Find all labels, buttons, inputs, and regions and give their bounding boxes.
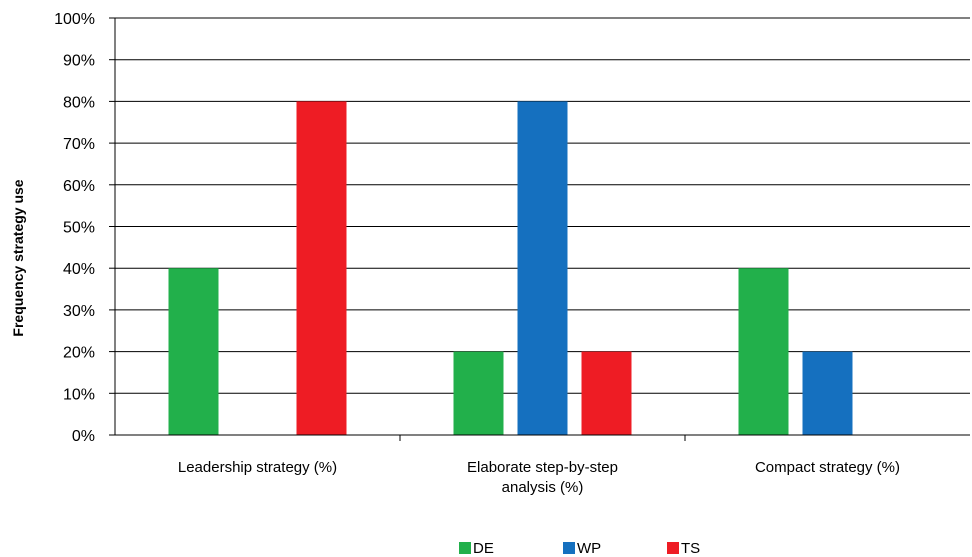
x-category-label: Leadership strategy (%) — [178, 459, 337, 476]
y-tick-label: 90% — [63, 53, 95, 70]
y-tick-label: 10% — [63, 386, 95, 403]
y-tick-label: 60% — [63, 178, 95, 195]
x-axis-labels: Leadership strategy (%) Elaborate step-by… — [178, 459, 900, 496]
y-tick-label: 50% — [63, 220, 95, 237]
x-category-label: Compact strategy (%) — [755, 459, 900, 476]
y-tick-label: 40% — [63, 261, 95, 278]
legend-swatch-wp — [563, 542, 575, 554]
x-category-label: analysis (%) — [502, 479, 584, 496]
bar-ts — [296, 101, 347, 436]
y-tick-label: 0% — [72, 428, 95, 445]
bar-de — [168, 268, 219, 435]
y-tick-label: 30% — [63, 303, 95, 320]
bar-wp — [802, 351, 853, 435]
bar-wp — [517, 101, 568, 436]
axes — [114, 18, 970, 441]
bar-de — [738, 268, 789, 435]
legend-label-de: DE — [473, 540, 494, 557]
y-axis-ticks: 0% 10% 20% 30% 40% 50% 60% 70% 80% 90% 100% — [54, 11, 115, 445]
legend-label-wp: WP — [577, 540, 601, 557]
bars — [168, 101, 853, 436]
bar-de — [453, 351, 504, 435]
legend-label-ts: TS — [681, 540, 700, 557]
legend: DE WP TS — [459, 540, 700, 557]
y-axis-label: Frequency strategy use — [10, 179, 26, 336]
bar-ts — [581, 351, 632, 435]
legend-swatch-ts — [667, 542, 679, 554]
y-tick-label: 100% — [54, 11, 95, 28]
y-tick-label: 70% — [63, 136, 95, 153]
y-tick-label: 20% — [63, 345, 95, 362]
legend-swatch-de — [459, 542, 471, 554]
x-category-label: Elaborate step-by-step — [467, 459, 618, 476]
y-tick-label: 80% — [63, 94, 95, 111]
